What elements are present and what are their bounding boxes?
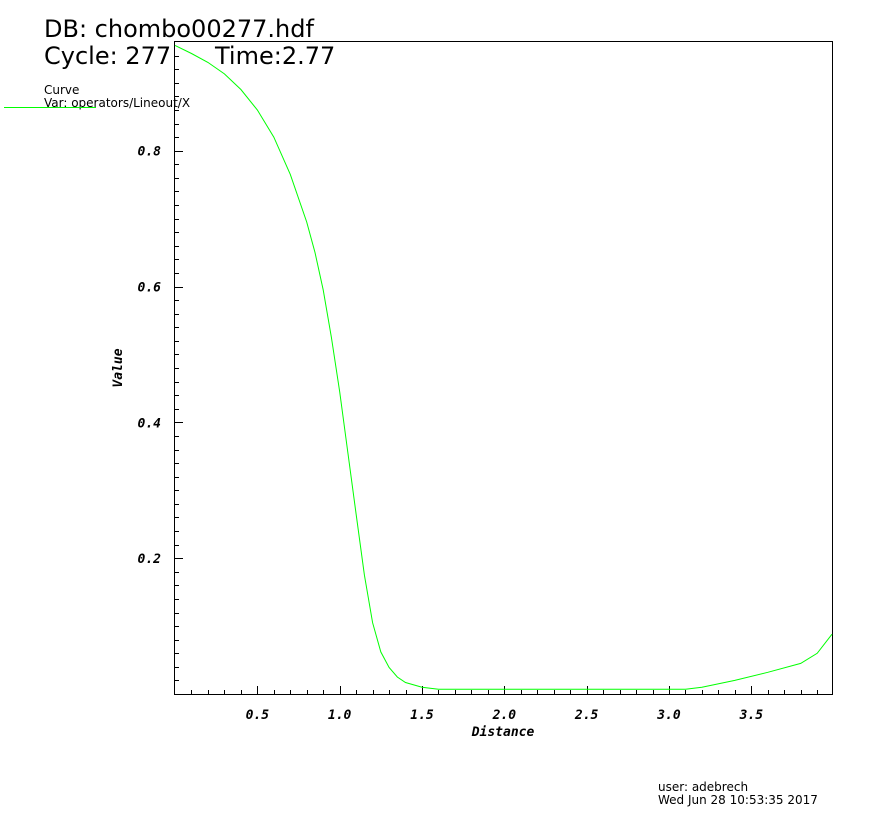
x-tick-label: 0.5 [246, 708, 270, 723]
y-axis-title: Value [111, 348, 126, 387]
x-tick-label: 1.5 [410, 708, 434, 723]
cycle-label: Cycle: 277 [44, 42, 172, 70]
y-tick-label: 0.6 [138, 281, 162, 296]
y-tick-label: 0.8 [138, 145, 162, 160]
x-tick-label: 2.5 [574, 708, 599, 723]
legend-line-swatch [4, 107, 96, 108]
x-tick-label: 2.0 [492, 708, 517, 723]
axis-ticks [175, 56, 818, 694]
footer-date: Wed Jun 28 10:53:35 2017 [658, 793, 818, 807]
legend-title: Curve [44, 83, 80, 97]
footer-user: user: adebrech [658, 780, 749, 794]
x-axis-title: Distance [471, 725, 535, 740]
legend-variable: Var: operators/Lineout/X [44, 96, 191, 110]
db-title: DB: chombo00277.hdf [44, 15, 314, 43]
series-line [174, 44, 833, 690]
cycle-time-line: Cycle: 277 Time:2.77 [44, 42, 335, 70]
y-tick-label: 0.2 [138, 552, 162, 567]
x-tick-label: 1.0 [328, 708, 352, 723]
time-label: Time:2.77 [215, 42, 336, 70]
y-tick-label: 0.4 [138, 416, 162, 431]
plot-frame [174, 41, 833, 695]
axis-tick-labels: 0.5 1.0 1.5 2.0 2.5 3.0 3.5 0.2 0.4 0.6 0.8 [138, 145, 764, 723]
x-tick-label: 3.5 [739, 708, 764, 723]
x-tick-label: 3.0 [656, 708, 681, 723]
